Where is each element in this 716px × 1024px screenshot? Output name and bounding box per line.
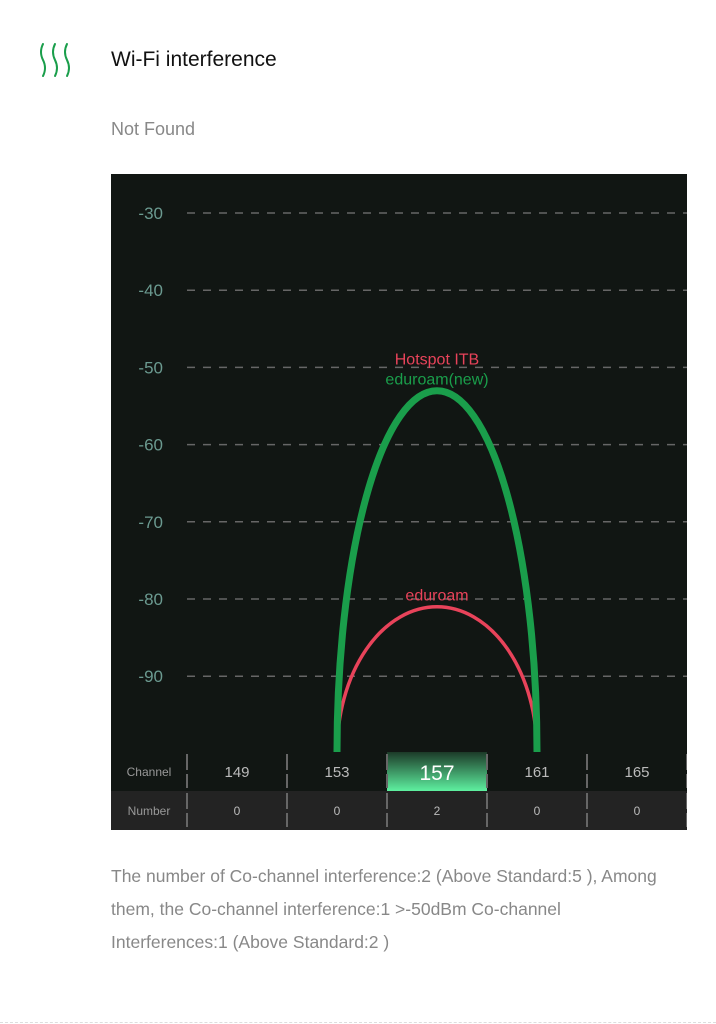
channel-chart: -30 -40 -50 -60 -70 -80 -90 eduroam eduroam(new)…: [111, 174, 688, 830]
channel-tab-157[interactable]: 157: [419, 762, 454, 785]
wifi-interference-waves-icon: [40, 43, 70, 77]
signal-label: Hotspot ITB: [395, 352, 479, 369]
channel-count: 0: [534, 804, 541, 818]
y-tick-label: -50: [138, 358, 163, 377]
chart-svg: -30 -40 -50 -60 -70 -80 -90 eduroam eduroam(new)…: [111, 204, 688, 830]
channel-tab-153[interactable]: 153: [324, 764, 349, 781]
channel-tab-149[interactable]: 149: [224, 764, 249, 781]
divider: [0, 1022, 716, 1023]
status-text: Not Found: [111, 119, 196, 139]
channel-tab-165[interactable]: 165: [624, 764, 649, 781]
channel-count: 2: [434, 804, 441, 818]
number-row-label: Number: [128, 804, 171, 818]
channel-count: 0: [334, 804, 341, 818]
signal-curve: [333, 387, 541, 753]
y-tick-label: -90: [138, 667, 163, 686]
channel-tab-161[interactable]: 161: [524, 764, 549, 781]
y-tick-label: -30: [138, 204, 163, 223]
channel-count: 0: [234, 804, 241, 818]
signal-curve: [335, 604, 539, 753]
signal-label: eduroam: [405, 588, 468, 605]
y-tick-label: -80: [138, 590, 163, 609]
selected-channel-highlight: [387, 752, 487, 791]
channel-count: 0: [634, 804, 641, 818]
y-tick-label: -40: [138, 281, 163, 300]
y-tick-label: -60: [138, 436, 163, 455]
number-row: [111, 791, 687, 830]
page-title: Wi-Fi interference: [111, 48, 277, 71]
channel-row-label: Channel: [127, 765, 172, 779]
y-tick-label: -70: [138, 513, 163, 532]
interference-description: The number of Co-channel interference:2 …: [111, 866, 657, 952]
signal-label: eduroam(new): [385, 372, 488, 389]
